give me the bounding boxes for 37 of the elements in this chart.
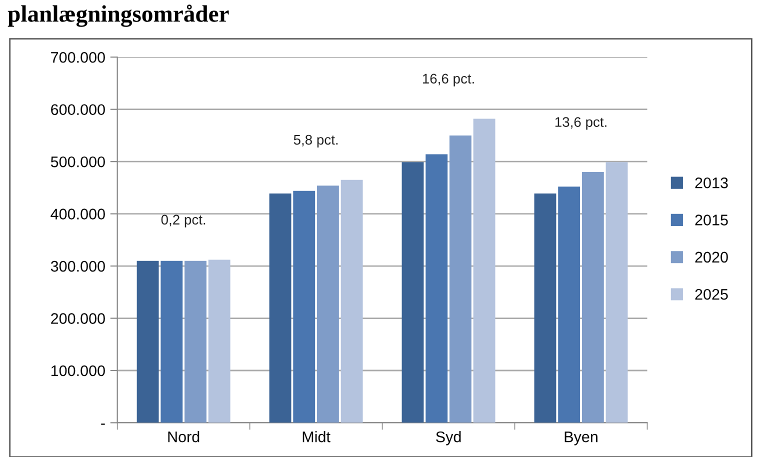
legend-label: 2020: [695, 252, 728, 263]
annotation: 0,2 pct.: [161, 214, 206, 228]
y-tick-label: -: [101, 424, 105, 425]
x-tick-label: Syd: [436, 431, 461, 446]
x-tick-label: Byen: [564, 432, 598, 446]
y-tick-label: 300.000: [50, 260, 105, 272]
y-tick-label: 600.000: [51, 104, 105, 116]
bar: [402, 162, 424, 423]
bar: [582, 172, 604, 423]
y-tick-label: 700.000: [51, 52, 105, 63]
bar: [606, 162, 628, 423]
bar: [208, 260, 230, 423]
x-tick-label: Midt: [302, 431, 330, 442]
bar: [160, 260, 183, 423]
annotation: 16,6 pct.: [422, 74, 474, 86]
bar: [136, 260, 159, 423]
bar: [269, 193, 292, 423]
bar: [317, 186, 339, 423]
annotation: 5,8 pct.: [294, 134, 338, 148]
bar: [184, 260, 206, 423]
y-tick-label: 500.000: [50, 156, 105, 168]
annotation: 13,6 pct.: [555, 117, 606, 130]
bar: [426, 154, 448, 423]
bar: [534, 193, 556, 423]
bar: [340, 180, 363, 423]
y-tick-label: 200.000: [51, 313, 105, 324]
legend-label: 2015: [695, 214, 728, 226]
legend-label: 2025: [695, 288, 728, 300]
bar: [449, 135, 472, 423]
bar: [473, 118, 496, 423]
chart-title: planlægningsområder: [8, 4, 229, 27]
legend-label: 2013: [695, 177, 728, 188]
bar: [293, 190, 316, 423]
bar: [558, 186, 580, 423]
y-tick-label: 100.000: [51, 365, 105, 376]
y-tick-label: 400.000: [50, 208, 105, 220]
x-tick-label: Nord: [168, 431, 200, 442]
